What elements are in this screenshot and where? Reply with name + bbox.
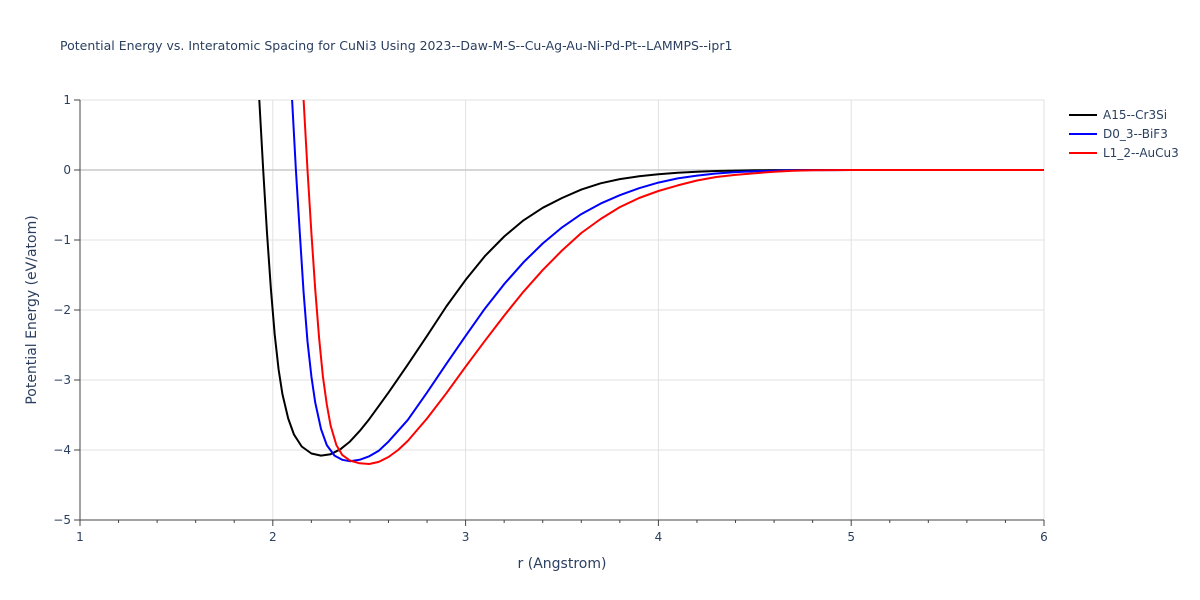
chart-title: Potential Energy vs. Interatomic Spacing… bbox=[60, 38, 732, 53]
y-tick-label: −3 bbox=[53, 373, 71, 387]
series-lines bbox=[258, 100, 1044, 465]
x-axis-title: r (Angstrom) bbox=[518, 556, 607, 572]
series-line bbox=[302, 100, 1044, 465]
y-tick-label: 0 bbox=[63, 163, 71, 177]
axes bbox=[74, 99, 1045, 526]
series-line bbox=[258, 100, 1044, 457]
legend-label: L1_2--AuCu3 bbox=[1103, 146, 1179, 160]
legend: A15--Cr3Si D0_3--BiF3 L1_2--AuCu3 bbox=[1069, 108, 1179, 160]
legend-label: D0_3--BiF3 bbox=[1103, 127, 1168, 141]
x-tick-label: 1 bbox=[76, 530, 84, 544]
legend-item[interactable]: L1_2--AuCu3 bbox=[1069, 146, 1179, 160]
y-tick-label: −1 bbox=[53, 233, 71, 247]
series-line bbox=[291, 100, 1044, 463]
grid-lines bbox=[80, 99, 1045, 520]
x-tick-label: 3 bbox=[462, 530, 470, 544]
y-tick-label: −5 bbox=[53, 513, 71, 527]
x-tick-label: 5 bbox=[847, 530, 855, 544]
legend-item[interactable]: A15--Cr3Si bbox=[1069, 108, 1167, 122]
y-tick-label: −2 bbox=[53, 303, 71, 317]
y-tick-label: −4 bbox=[53, 443, 71, 457]
y-tick-label: 1 bbox=[63, 93, 71, 107]
y-axis-title: Potential Energy (eV/atom) bbox=[24, 215, 40, 404]
x-tick-label: 4 bbox=[655, 530, 663, 544]
tick-labels: 1 2 3 4 5 6 −5 −4 −3 −2 −1 0 1 bbox=[53, 93, 1048, 544]
legend-label: A15--Cr3Si bbox=[1103, 108, 1167, 122]
legend-item[interactable]: D0_3--BiF3 bbox=[1069, 127, 1168, 141]
x-tick-label: 2 bbox=[269, 530, 277, 544]
x-tick-label: 6 bbox=[1040, 530, 1048, 544]
